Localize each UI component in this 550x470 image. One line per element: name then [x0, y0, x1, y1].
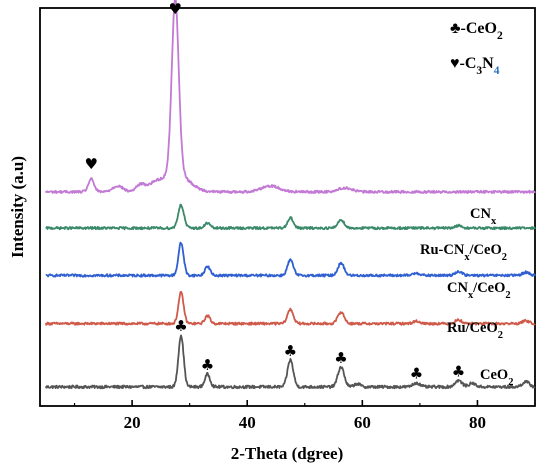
series-line — [44, 290, 536, 326]
club-marker-icon: ♣ — [174, 317, 187, 335]
heart-marker-icon: ♥ — [169, 0, 182, 18]
series-label: CeO2 — [480, 367, 513, 388]
series-label: CNx — [470, 206, 497, 227]
legend: ♣-CeO2 ♥-C3N4 — [450, 20, 503, 77]
series-label: Ru-CNx/CeO2 — [420, 242, 507, 263]
series-layer — [44, 0, 536, 390]
club-marker-icon: ♣ — [334, 349, 347, 367]
legend-entry-c3n4: ♥-C3N4 — [450, 55, 500, 77]
y-axis-title: Intensity (a.u) — [8, 156, 27, 258]
plot-frame — [39, 7, 536, 407]
heart-marker-icon: ♥ — [85, 155, 98, 173]
club-marker-icon: ♣ — [452, 363, 465, 381]
club-marker-icon: ♣ — [410, 365, 423, 383]
x-axis-ticks: 20 40 60 80 — [73, 400, 536, 432]
club-marker-icon: ♣ — [284, 342, 297, 360]
peak-markers: ♥ ♥ ♣ ♣ ♣ ♣ ♣ ♣ — [85, 0, 466, 383]
series-line — [45, 203, 536, 231]
series-labels: CeO2 Ru/CeO2 CNx/CeO2 Ru-CNx/CeO2 CNx — [420, 206, 513, 388]
series-label: CNx/CeO2 — [447, 280, 511, 301]
x-tick-label: 80 — [469, 413, 486, 432]
x-tick-label: 60 — [354, 413, 371, 432]
x-axis-title: 2-Theta (dgree) — [231, 444, 344, 463]
series-line — [44, 334, 536, 390]
x-tick-label: 20 — [124, 413, 141, 432]
x-tick-label: 40 — [239, 413, 256, 432]
club-marker-icon: ♣ — [201, 356, 214, 374]
legend-entry-ceo2: ♣-CeO2 — [450, 20, 503, 42]
series-line — [44, 0, 536, 194]
series-line — [45, 241, 536, 278]
series-label: Ru/CeO2 — [447, 320, 503, 341]
